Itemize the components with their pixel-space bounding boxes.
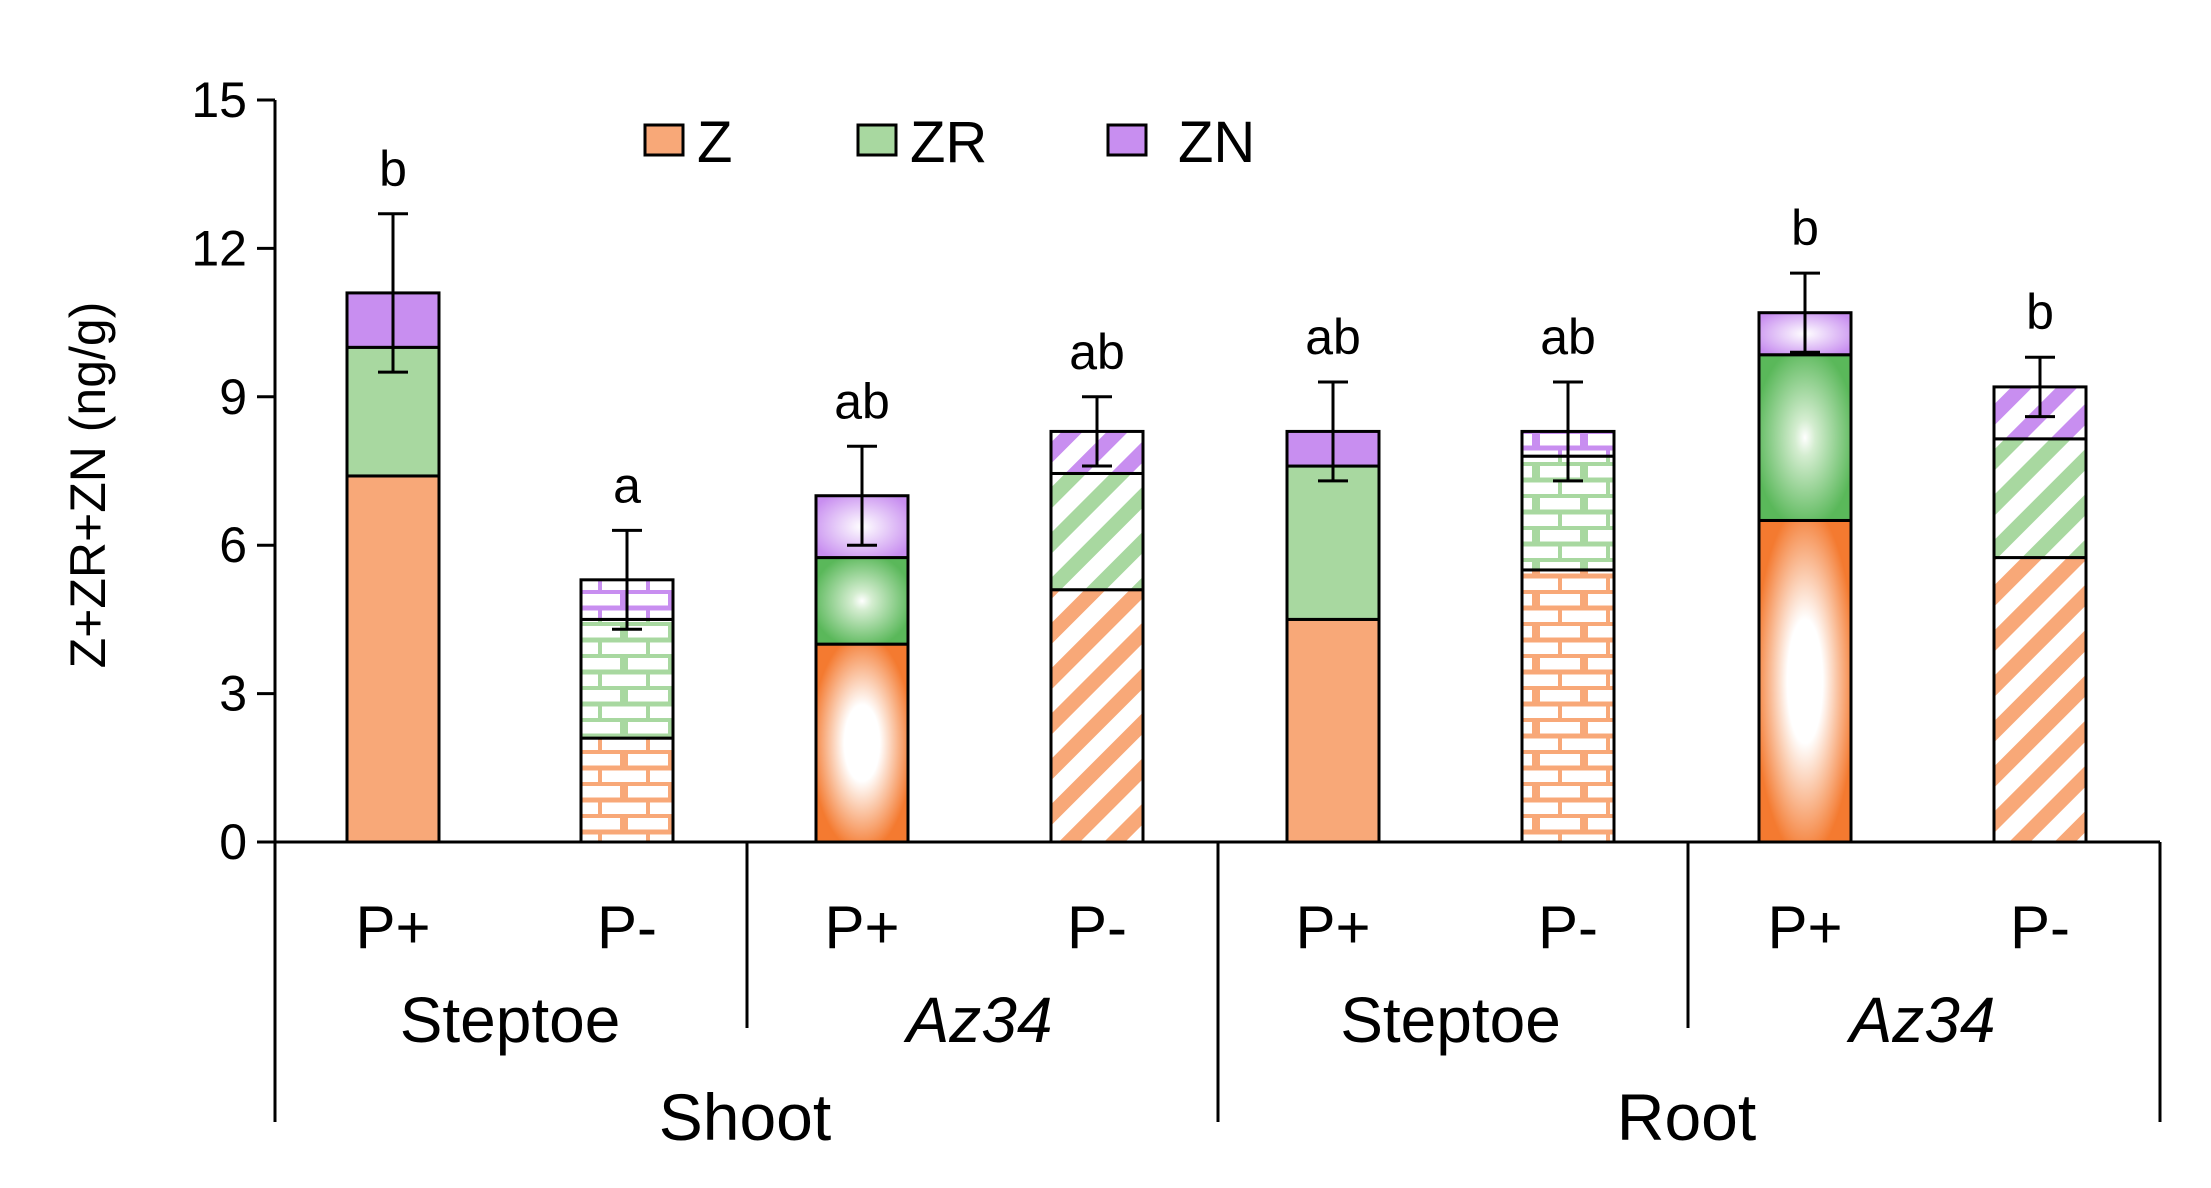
- category-label-6: P-: [1538, 894, 1598, 961]
- bar-7-z-segment: [1757, 518, 1853, 844]
- bar-2-z-segment: [579, 736, 675, 844]
- genotype-label-3: Steptoe: [1340, 984, 1561, 1056]
- axes-layer: [257, 98, 2162, 1122]
- error-bar-2: [612, 528, 642, 631]
- labels-layer: b P+ a P-ab P+ ab P-ab P+ ab P-b P+ b P- 0 3 6 9 12 15 Step…: [191, 72, 2070, 1154]
- error-bar-1: [378, 212, 408, 374]
- bar-6-z-segment: [1520, 568, 1616, 844]
- bar-7-zr-segment: [1757, 353, 1853, 522]
- significance-label-4: ab: [1069, 324, 1125, 380]
- legend-item-zn: ZN: [1106, 110, 1255, 175]
- y-tick-label-6: 6: [219, 517, 247, 573]
- tissue-label-1: Shoot: [659, 1080, 831, 1154]
- legend-item-z: Z: [643, 110, 732, 175]
- bar-5-z-segment: [1285, 617, 1381, 844]
- error-bar-4: [1082, 395, 1112, 468]
- significance-label-3: ab: [834, 373, 890, 429]
- legend-label-zn: ZN: [1178, 110, 1255, 175]
- bar-4-z-segment: [1049, 588, 1145, 844]
- significance-label-2: a: [613, 457, 641, 513]
- category-label-4: P-: [1067, 894, 1127, 961]
- y-tick-label-9: 9: [219, 369, 247, 425]
- significance-label-5: ab: [1305, 309, 1361, 365]
- error-bar-6: [1553, 380, 1583, 483]
- category-label-2: P-: [597, 894, 657, 961]
- error-bar-7: [1790, 271, 1820, 354]
- significance-label-7: b: [1791, 200, 1819, 256]
- bar-5-zr-segment: [1285, 464, 1381, 621]
- y-tick-label-0: 0: [219, 814, 247, 870]
- significance-label-8: b: [2026, 284, 2054, 340]
- genotype-label-4: Az34: [1846, 984, 1996, 1056]
- error-bar-8: [2025, 355, 2055, 419]
- error-bar-3: [847, 444, 877, 547]
- bars-layer: [345, 212, 2088, 844]
- legend-swatch-z: [643, 123, 685, 157]
- category-label-5: P+: [1295, 894, 1370, 961]
- error-bar-5: [1318, 380, 1348, 483]
- legend-swatch-zn: [1106, 123, 1148, 157]
- bar-2-zr-segment: [579, 617, 675, 740]
- significance-label-6: ab: [1540, 309, 1596, 365]
- legend-item-zr: ZR: [856, 110, 987, 175]
- y-tick-label-12: 12: [191, 220, 247, 276]
- legend-swatch-zr: [856, 123, 898, 157]
- genotype-label-1: Steptoe: [400, 984, 621, 1056]
- y-tick-label-3: 3: [219, 666, 247, 722]
- legend: Z ZR ZN: [643, 110, 1255, 175]
- category-label-3: P+: [824, 894, 899, 961]
- bar-8-zr-segment: [1992, 437, 2088, 560]
- significance-label-1: b: [379, 141, 407, 197]
- y-tick-label-15: 15: [191, 72, 247, 128]
- bar-3-zr-segment: [814, 556, 910, 646]
- bar-4-zr-segment: [1049, 471, 1145, 592]
- bar-1-z-segment: [345, 474, 441, 844]
- bar-3-z-segment: [814, 642, 910, 844]
- category-label-8: P-: [2010, 894, 2070, 961]
- y-axis-title: Z+ZR+ZN (ng/g): [60, 302, 116, 669]
- genotype-label-2: Az34: [903, 984, 1053, 1056]
- bar-8-z-segment: [1992, 556, 2088, 844]
- category-label-1: P+: [355, 894, 430, 961]
- category-label-7: P+: [1767, 894, 1842, 961]
- tissue-label-2: Root: [1617, 1080, 1756, 1154]
- legend-label-z: Z: [697, 110, 732, 175]
- legend-label-zr: ZR: [910, 110, 987, 175]
